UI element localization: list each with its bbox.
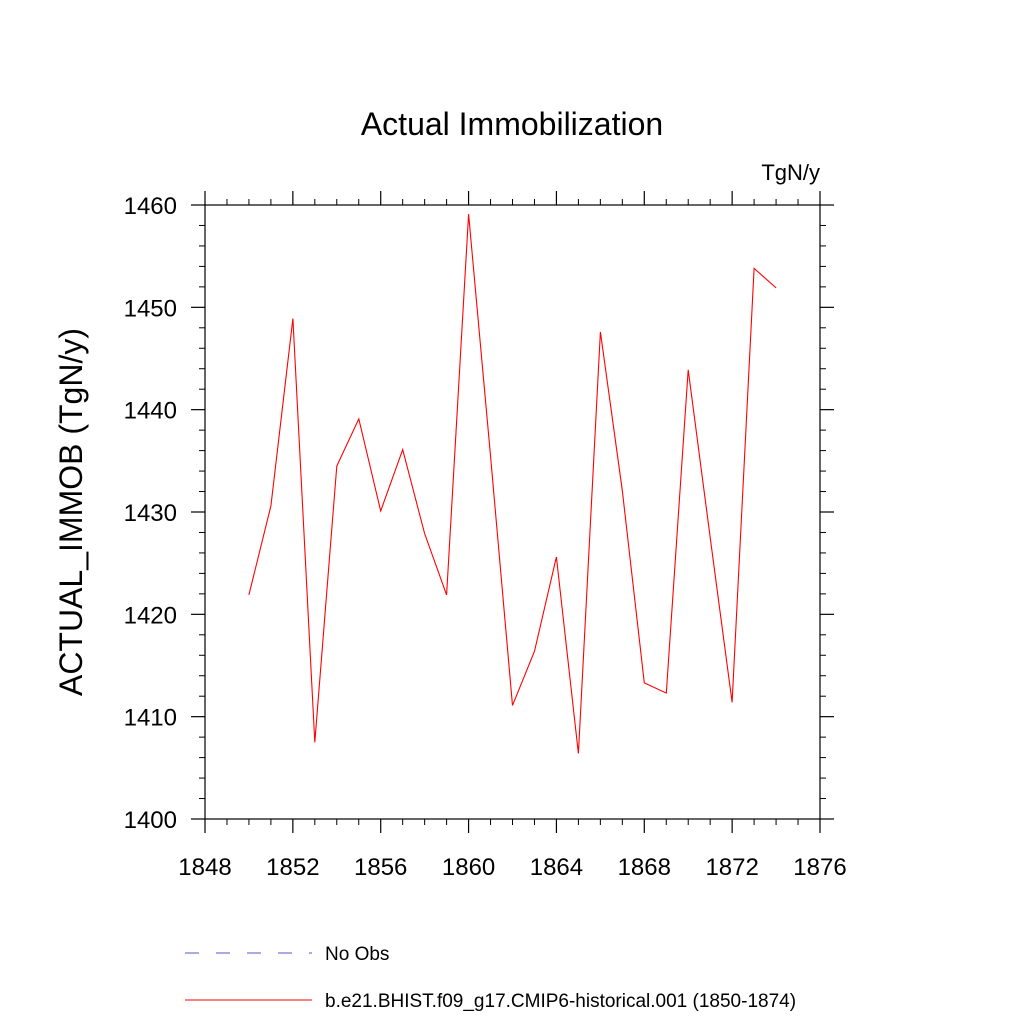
y-tick-labels: 1400 1410 1420 1430 1440 1450 1460 xyxy=(124,193,177,834)
y-tick-label: 1450 xyxy=(124,295,177,322)
legend-label: No Obs xyxy=(325,944,389,965)
legend: No Obs b.e21.BHIST.f09_g17.CMIP6-historic… xyxy=(185,944,796,1012)
x-tick-labels: 1848 1852 1856 1860 1864 1868 1872 1876 xyxy=(178,854,846,881)
y-tick-label: 1440 xyxy=(124,398,177,425)
units-label: TgN/y xyxy=(761,160,820,185)
y-tick-label: 1410 xyxy=(124,705,177,732)
series-group xyxy=(248,214,777,754)
chart-title: Actual Immobilization xyxy=(361,106,663,142)
y-tick-label: 1420 xyxy=(124,602,177,629)
x-tick-label: 1848 xyxy=(178,854,231,881)
y-tick-label: 1400 xyxy=(124,807,177,834)
x-tick-label: 1872 xyxy=(705,854,758,881)
x-tick-label: 1856 xyxy=(354,854,407,881)
plot-frame xyxy=(204,204,821,820)
y-tick-label: 1430 xyxy=(124,500,177,527)
x-tick-label: 1864 xyxy=(530,854,583,881)
series-line xyxy=(248,214,777,754)
x-tick-label: 1860 xyxy=(442,854,495,881)
x-tick-label: 1852 xyxy=(266,854,319,881)
legend-label: b.e21.BHIST.f09_g17.CMIP6-historical.001… xyxy=(325,991,796,1012)
axis-ticks xyxy=(191,191,834,833)
x-tick-label: 1876 xyxy=(793,854,846,881)
x-tick-label: 1868 xyxy=(618,854,671,881)
y-tick-label: 1460 xyxy=(124,193,177,220)
y-axis-label: ACTUAL_IMMOB (TgN/y) xyxy=(53,328,89,696)
